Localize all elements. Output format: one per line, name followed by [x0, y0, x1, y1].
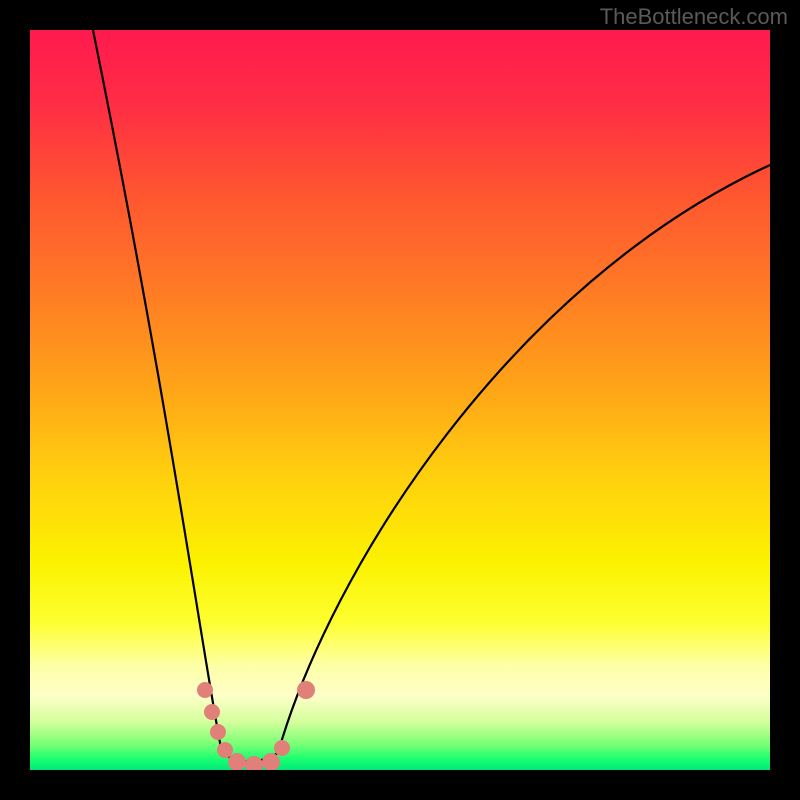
marker-point — [274, 740, 290, 756]
marker-point — [210, 724, 226, 740]
chart-container: TheBottleneck.com — [0, 0, 800, 800]
marker-point — [262, 753, 280, 771]
bottleneck-chart — [0, 0, 800, 800]
marker-point — [204, 704, 220, 720]
marker-point — [197, 682, 213, 698]
marker-point — [245, 756, 263, 774]
marker-point — [217, 742, 233, 758]
plot-background-gradient — [30, 30, 770, 770]
marker-point — [228, 753, 246, 771]
marker-point — [297, 681, 315, 699]
watermark-text: TheBottleneck.com — [600, 4, 788, 30]
